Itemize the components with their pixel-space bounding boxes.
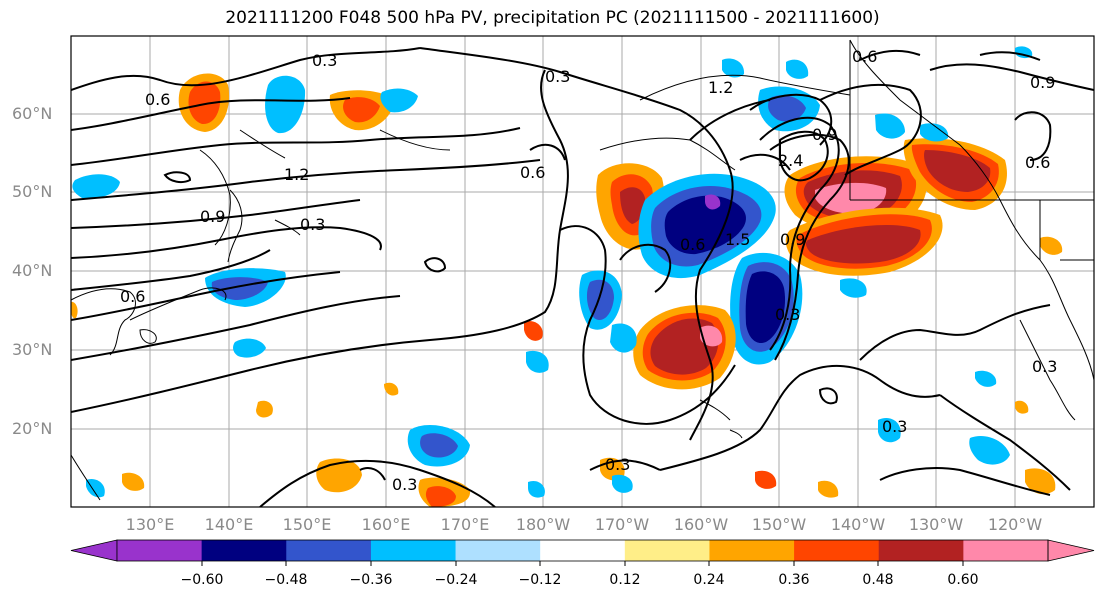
colorbar-outline xyxy=(116,539,1049,562)
colorbar-tick-label: −0.24 xyxy=(434,572,478,588)
colorbar-segment xyxy=(963,540,1049,561)
contour-label: 0.3 xyxy=(300,215,325,234)
lon-label: 150°E xyxy=(282,515,332,534)
contour-label: 0.9 xyxy=(812,125,837,144)
contour-label: 0.3 xyxy=(775,305,800,324)
contour-label: 1.5 xyxy=(725,230,750,249)
coastlines xyxy=(71,39,1094,501)
colorbar-tick-label: −0.12 xyxy=(518,572,562,588)
colorbar-segment xyxy=(878,540,964,561)
contour-label: 0.9 xyxy=(200,207,225,226)
colorbar-tick-label: 0.24 xyxy=(693,572,725,588)
lon-label: 170°E xyxy=(440,515,490,534)
colorbar-tick-label: −0.48 xyxy=(264,572,308,588)
contour-label: 0.3 xyxy=(605,455,630,474)
lon-label: 150°W xyxy=(751,515,807,534)
contour-label: 0.6 xyxy=(120,287,145,306)
lon-label: 170°W xyxy=(594,515,650,534)
contour-label: 0.6 xyxy=(520,163,545,182)
contour-label: 0.6 xyxy=(680,235,705,254)
lat-label: 30°N xyxy=(12,340,53,359)
contour-label: 0.6 xyxy=(852,47,877,66)
lat-label: 20°N xyxy=(12,419,53,438)
contour-label: 0.6 xyxy=(145,90,170,109)
colorbar-segment xyxy=(624,540,710,561)
colorbar-segment xyxy=(201,540,287,561)
lat-label: 60°N xyxy=(12,104,53,123)
contour-label: 0.9 xyxy=(780,230,805,249)
map-frame xyxy=(70,35,1095,508)
colorbar-tick-label: 0.12 xyxy=(609,572,641,588)
colorbar-segment xyxy=(455,540,541,561)
contour-label: 0.3 xyxy=(392,475,417,494)
lon-label: 140°E xyxy=(204,515,254,534)
colorbar-segment xyxy=(286,540,372,561)
colorbar-segment xyxy=(540,540,626,561)
colorbar xyxy=(70,539,1095,566)
contour-label: 2.4 xyxy=(778,151,803,170)
contour-label: 0.3 xyxy=(882,417,907,436)
map-title: 2021111200 F048 500 hPa PV, precipitatio… xyxy=(225,8,880,28)
lon-label: 160°W xyxy=(673,515,729,534)
colorbar-extend-low xyxy=(70,539,118,562)
lon-label: 130°W xyxy=(908,515,964,534)
contour-label: 0.3 xyxy=(545,67,570,86)
contour-label: 0.3 xyxy=(1032,357,1057,376)
contour-label: 0.9 xyxy=(1030,73,1055,92)
pv-contours xyxy=(71,47,1094,507)
colorbar-tick-label: 0.48 xyxy=(862,572,894,588)
lon-label: 180°W xyxy=(515,515,571,534)
colorbar-tick-label: 0.36 xyxy=(778,572,810,588)
lat-label: 50°N xyxy=(12,182,53,201)
contour-label: 1.2 xyxy=(708,78,733,97)
contour-label: 0.6 xyxy=(1025,153,1050,172)
contour-labels: 0.6 0.3 1.2 0.6 0.9 1.2 0.9 0.3 0.6 0.6 … xyxy=(120,47,1057,494)
colorbar-tick-label: −0.36 xyxy=(349,572,393,588)
lon-label: 140°W xyxy=(830,515,886,534)
colorbar-segment xyxy=(709,540,795,561)
colorbar-segment xyxy=(794,540,880,561)
contour-label: 1.2 xyxy=(284,165,309,184)
precip-shading xyxy=(71,46,1063,507)
colorbar-tick-label: −0.60 xyxy=(180,572,224,588)
lon-label: 130°E xyxy=(125,515,175,534)
lon-label: 120°W xyxy=(987,515,1043,534)
contour-label: 0.3 xyxy=(312,51,337,70)
colorbar-extend-high xyxy=(1047,539,1095,562)
colorbar-segment xyxy=(370,540,457,561)
colorbar-tick-label: 0.60 xyxy=(947,572,979,588)
colorbar-segment xyxy=(117,540,203,561)
lat-label: 40°N xyxy=(12,261,53,280)
lon-label: 160°E xyxy=(361,515,411,534)
